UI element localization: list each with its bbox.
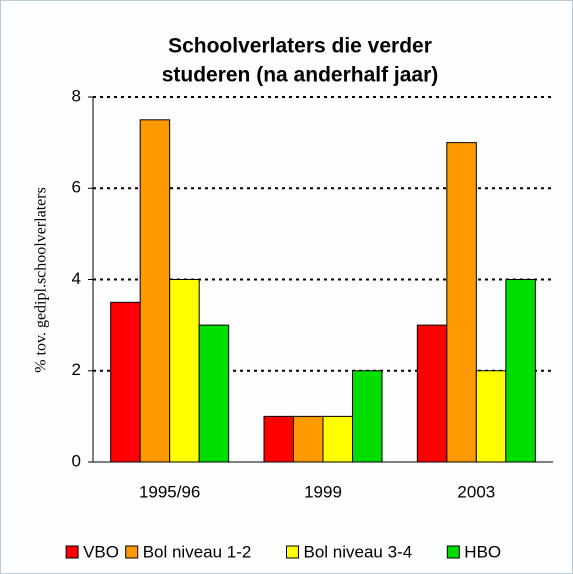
legend-swatch [446, 545, 460, 559]
legend-label: HBO [464, 542, 501, 561]
bar [505, 279, 536, 463]
bar [198, 324, 230, 463]
legend-label: Bol niveau 1-2 [143, 542, 252, 561]
bar [169, 279, 200, 463]
legend-swatch [286, 545, 299, 559]
legend-swatch [65, 545, 79, 559]
bar [352, 370, 383, 463]
legend-label: Bol niveau 3-4 [304, 542, 413, 561]
bar [263, 415, 294, 463]
y-axis-label: % tov. gedipl.schoolverlaters [33, 187, 50, 373]
bar [293, 415, 324, 463]
x-tick-label: 1999 [304, 482, 342, 501]
y-tick-label: 6 [72, 178, 81, 197]
y-tick-label: 0 [72, 451, 81, 470]
x-tick-label: 1995/96 [139, 482, 200, 501]
chart-title: studeren (na anderhalf jaar) [162, 64, 439, 87]
y-tick-label: 2 [72, 360, 81, 379]
bar [139, 119, 171, 463]
bar [475, 370, 507, 463]
legend-label: VBO [83, 542, 119, 561]
bar [322, 415, 353, 463]
bar [416, 324, 448, 463]
legend-swatch [125, 545, 139, 559]
bar [446, 142, 477, 463]
chart-title: Schoolverlaters die verder [168, 35, 432, 58]
x-tick-label: 2003 [457, 482, 495, 501]
y-tick-label: 4 [72, 269, 81, 288]
y-tick-label: 8 [72, 86, 81, 105]
bar [110, 301, 141, 463]
